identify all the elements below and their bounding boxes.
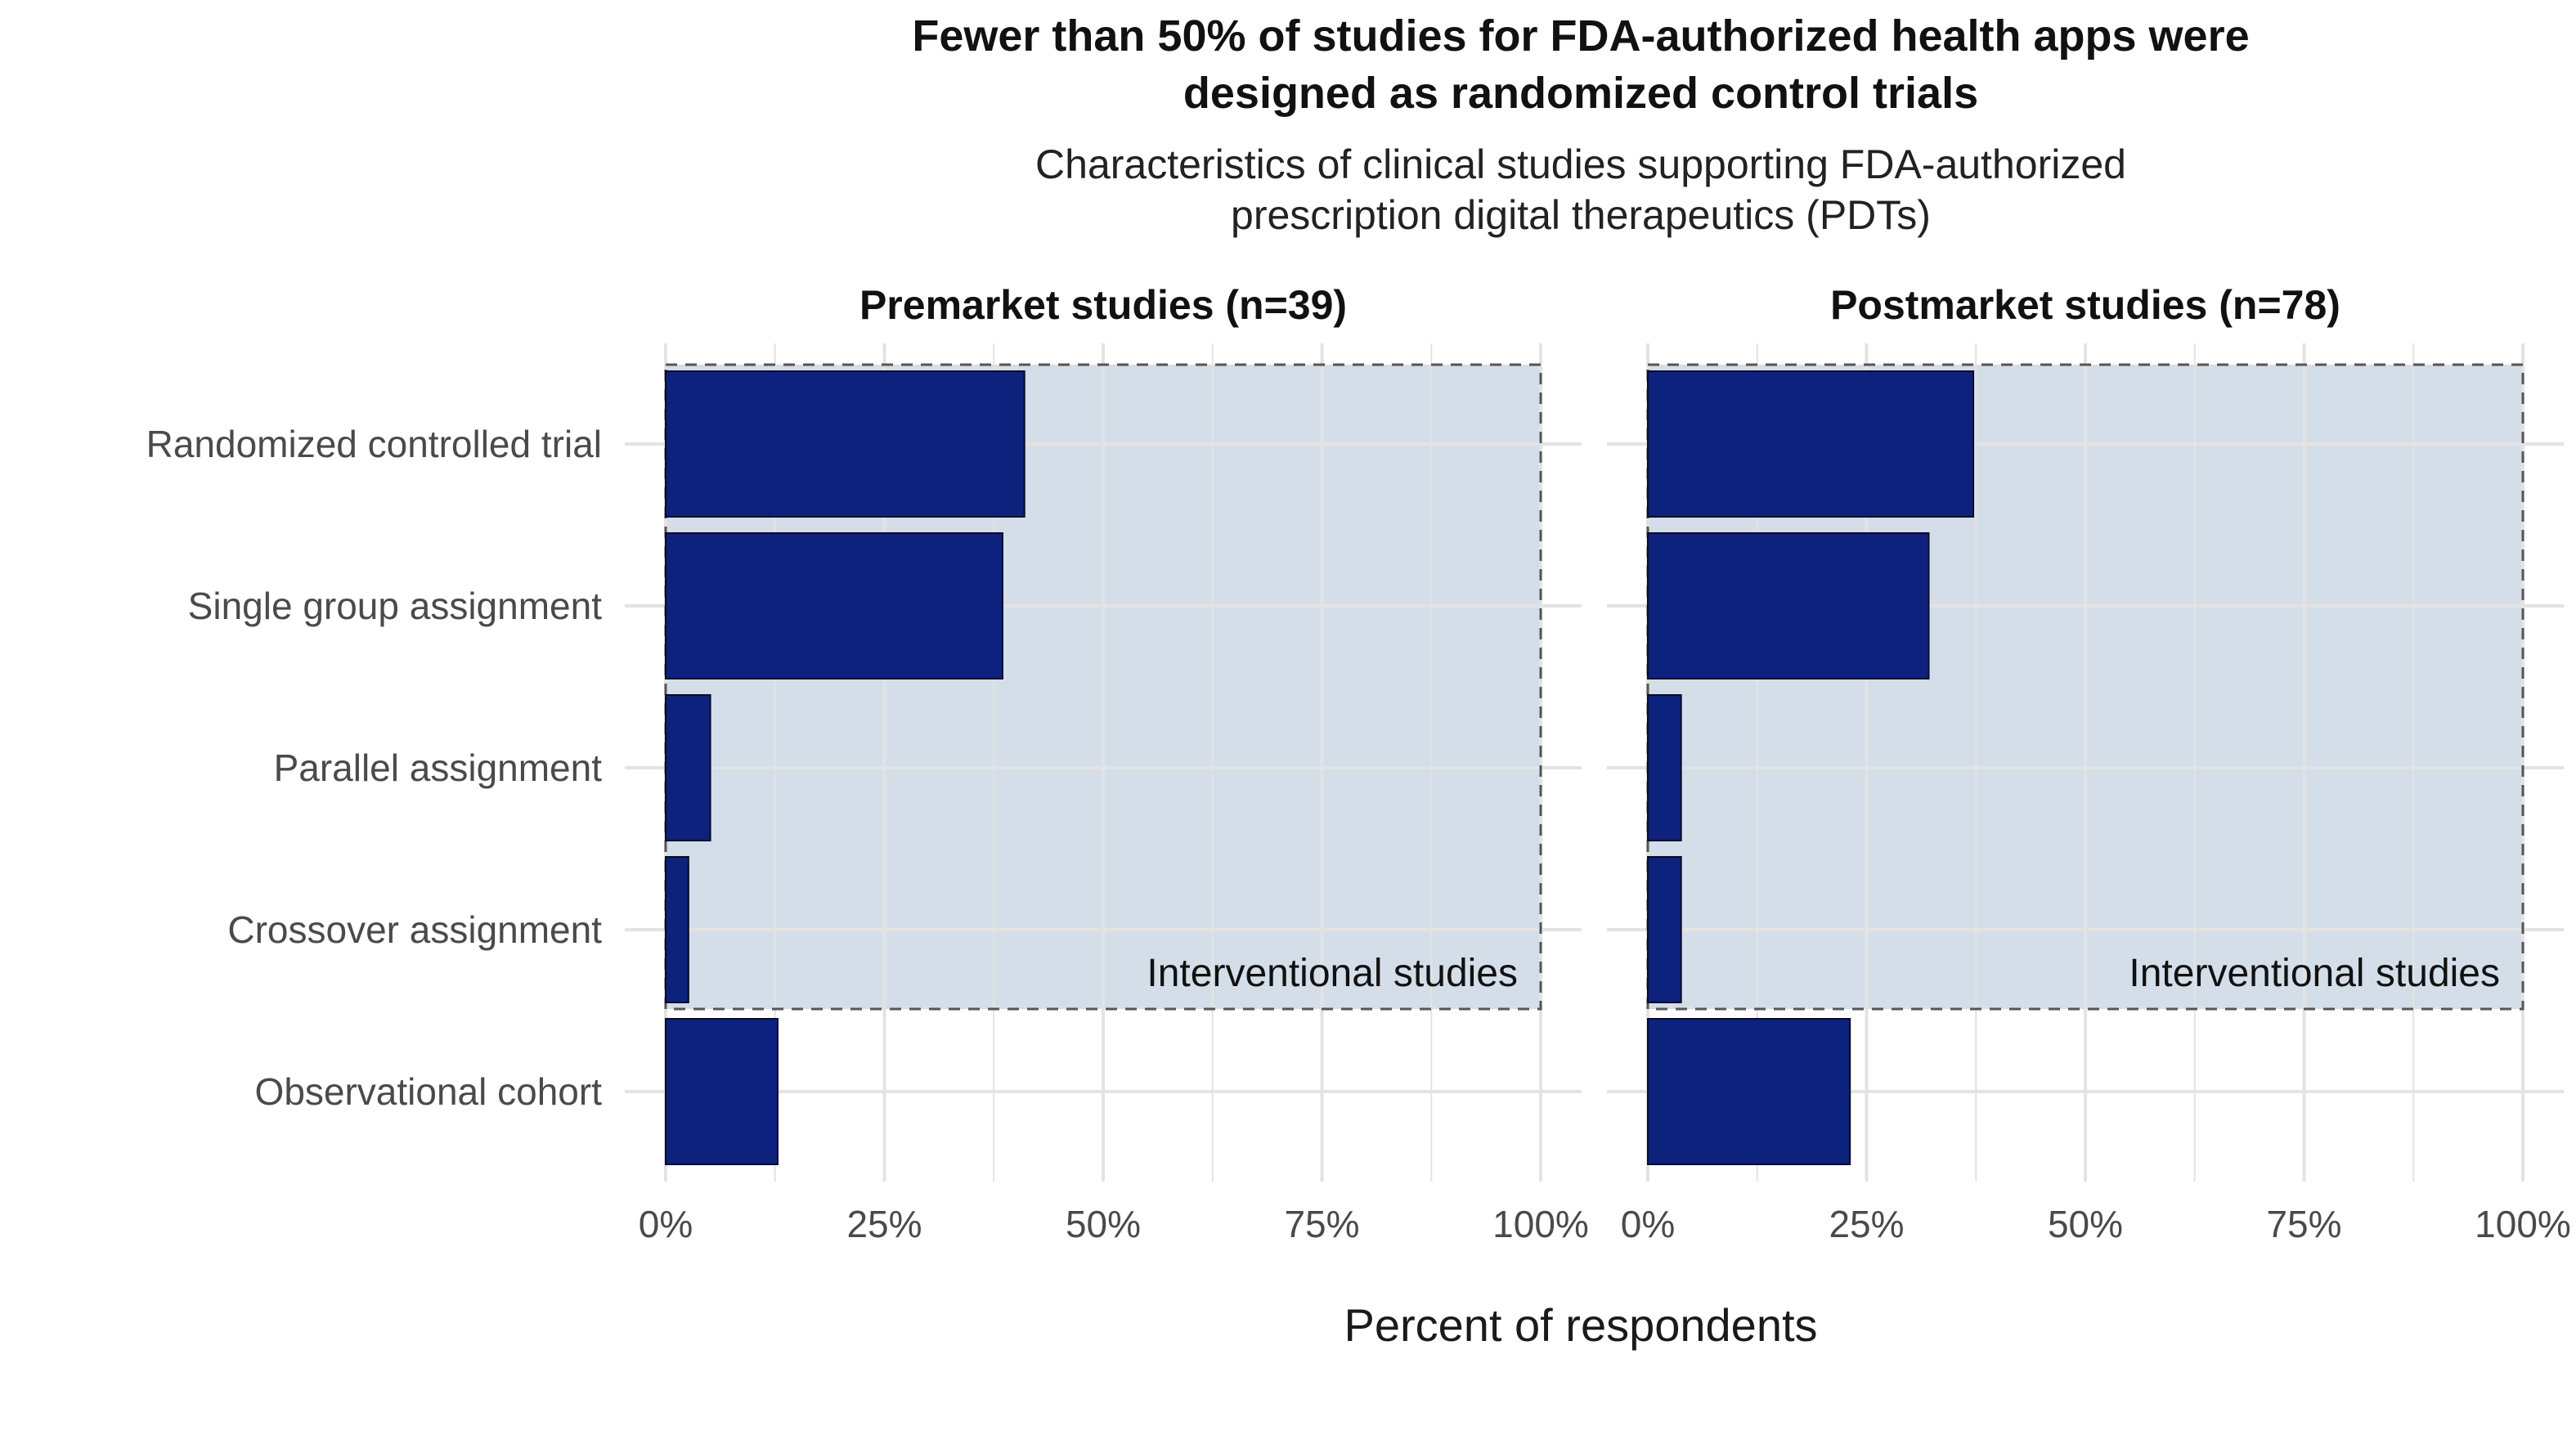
chart-panels: Premarket studies (n=39) Interventional s… [625,282,2571,1245]
highlight-label: Interventional studies [1147,952,1518,995]
x-tick-label: 100% [1492,1203,1589,1245]
y-axis-label: Crossover assignment [227,908,602,951]
x-tick-label: 75% [1284,1203,1359,1245]
bar [665,1018,779,1165]
bar [1647,856,1682,1003]
highlight-border [664,363,1542,1011]
bar [665,370,1025,518]
facet-panel: Postmarket studies (n=78) Interventional … [1607,282,2571,1245]
bar [665,856,689,1003]
y-axis-label: Observational cohort [255,1070,603,1113]
y-axis-label: Randomized controlled trial [146,423,602,465]
panel-title: Postmarket studies (n=78) [1830,282,2340,328]
bar [665,532,1003,679]
highlight-border [1646,363,2524,1011]
x-tick-label: 25% [1829,1203,1904,1245]
bar [1647,370,1975,518]
bar [665,694,711,841]
x-tick-label: 0% [1621,1203,1675,1245]
chart-title-line-1: Fewer than 50% of studies for FDA-author… [912,11,2249,61]
bar [1647,532,1930,679]
y-axis-labels: Randomized controlled trial Single group … [146,423,603,1113]
x-tick-label: 50% [2048,1203,2123,1245]
x-tick-label: 100% [2475,1203,2571,1245]
x-tick-label: 75% [2266,1203,2341,1245]
highlight-label: Interventional studies [2129,952,2500,995]
bar [1647,1018,1851,1165]
panel-title: Premarket studies (n=39) [859,282,1347,328]
facet-panel: Premarket studies (n=39) Interventional s… [625,282,1589,1245]
x-axis-title: Percent of respondents [1344,1299,1817,1351]
chart-subtitle-line-1: Characteristics of clinical studies supp… [1035,141,2126,187]
chart-title-line-2: designed as randomized control trials [1183,69,1978,118]
chart-subtitle-line-2: prescription digital therapeutics (PDTs) [1231,192,1931,238]
x-tick-label: 0% [639,1203,693,1245]
x-tick-label: 50% [1066,1203,1141,1245]
bar [1647,694,1682,841]
y-axis-label: Single group assignment [188,585,603,627]
x-tick-label: 25% [846,1203,922,1245]
y-axis-label: Parallel assignment [274,747,603,789]
